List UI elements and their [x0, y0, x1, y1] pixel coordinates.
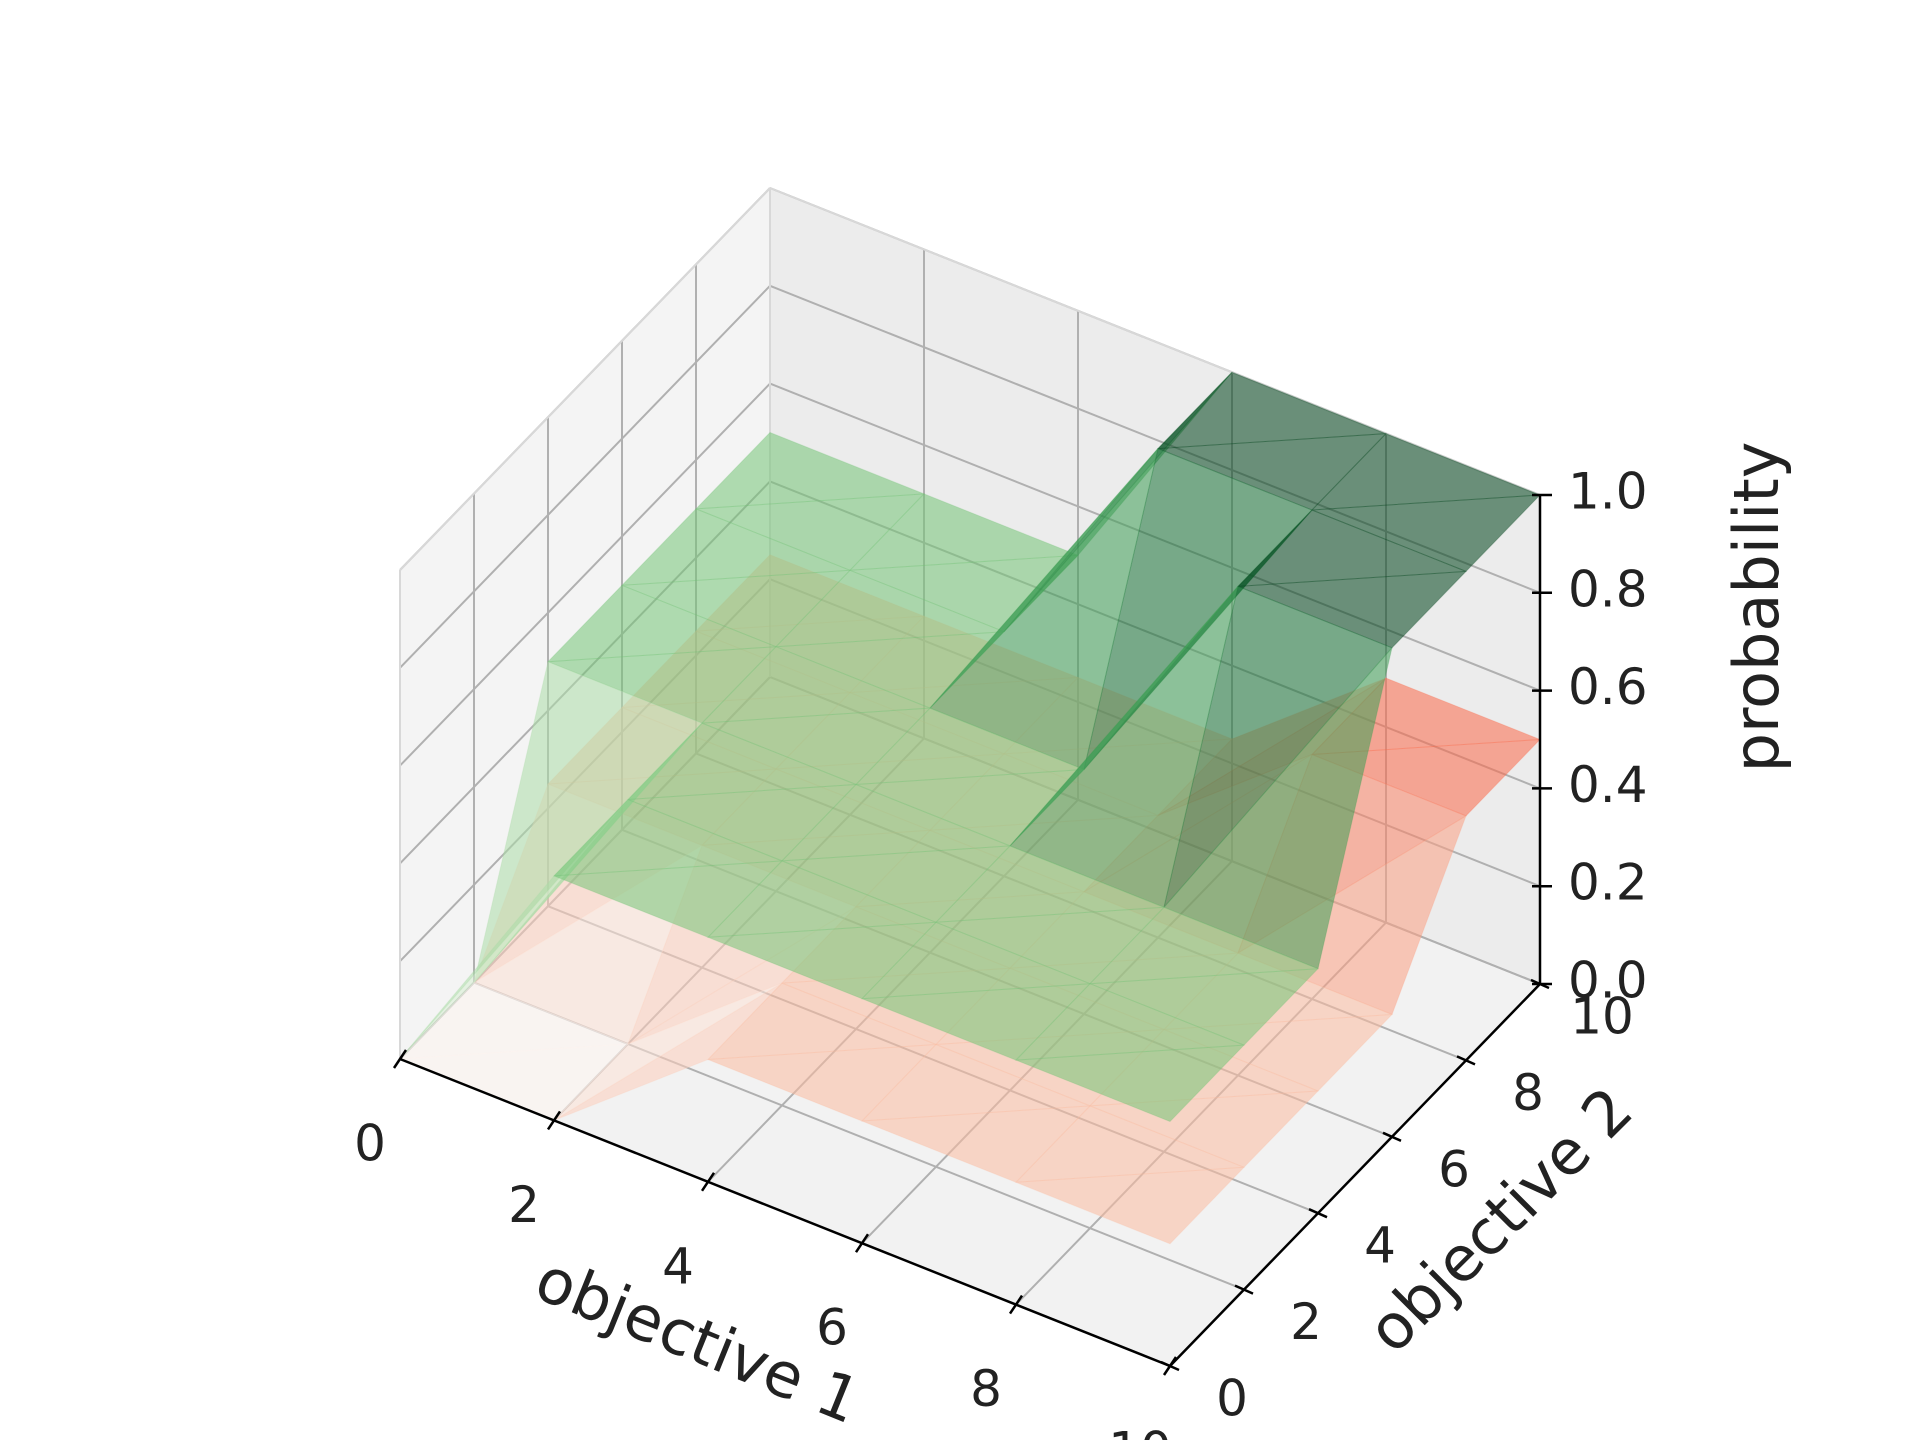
y-axis-line — [1169, 983, 1541, 1367]
surface-facet-2 — [553, 860, 784, 938]
axis-lines — [399, 495, 1542, 1368]
z-axis-tick-label: 0.4 — [1568, 756, 1648, 814]
surfaces — [398, 371, 1542, 1245]
axis-ticks: 024681002468100.00.20.40.60.81.0 — [354, 463, 1647, 1440]
x-axis-tick — [700, 1172, 716, 1192]
y-axis-tick-label: 8 — [1512, 1064, 1544, 1122]
x-axis-line — [399, 1057, 1171, 1368]
x-axis-tick-label: 0 — [354, 1115, 386, 1173]
y-axis-tick-label: 4 — [1364, 1217, 1396, 1275]
z-axis-tick-label: 0.8 — [1568, 560, 1648, 618]
z-axis-tick-label: 0.2 — [1568, 854, 1648, 912]
y-axis-tick-label: 0 — [1216, 1370, 1248, 1428]
y-axis-tick-label: 6 — [1438, 1140, 1470, 1198]
surface-facet-2 — [1009, 586, 1239, 908]
y-axis-tick — [1308, 1208, 1328, 1219]
z-axis-label: probability — [1720, 442, 1793, 773]
x-axis-tick-label: 4 — [662, 1237, 694, 1295]
x-axis-tick-label: 6 — [816, 1299, 848, 1357]
gridline — [399, 285, 771, 669]
y-axis-tick — [1234, 1284, 1254, 1295]
surface-facet-1 — [860, 1043, 1091, 1122]
x-axis-tick-label: 2 — [508, 1176, 540, 1234]
gridline — [399, 382, 771, 767]
x-axis-tick-label: 8 — [970, 1360, 1002, 1418]
x-axis-tick — [854, 1233, 870, 1253]
x-axis-tick — [546, 1110, 562, 1131]
y-axis-tick — [1160, 1360, 1180, 1372]
x-axis-tick-label: 10 — [1108, 1422, 1172, 1440]
x-axis-tick — [392, 1049, 408, 1069]
x-axis-tick — [1008, 1294, 1024, 1315]
surface-facet-2 — [695, 493, 926, 571]
pane-edge — [399, 187, 771, 571]
y-axis-tick — [1456, 1055, 1476, 1066]
z-axis-tick-label: 0.6 — [1568, 658, 1648, 716]
z-axis-tick-label: 0.0 — [1568, 952, 1648, 1010]
surface-facet-1 — [1015, 1166, 1246, 1245]
z-axis-tick-label: 1.0 — [1568, 463, 1648, 521]
surface-facet-2 — [1015, 1044, 1246, 1123]
surface-facet-2 — [1237, 570, 1468, 649]
y-axis-tick-label: 10 — [1570, 988, 1634, 1046]
surface-facet-2 — [1157, 433, 1388, 511]
surface-facet-2 — [781, 845, 1012, 923]
y-axis-tick — [1382, 1131, 1402, 1142]
y-axis-tick-label: 2 — [1290, 1293, 1322, 1351]
